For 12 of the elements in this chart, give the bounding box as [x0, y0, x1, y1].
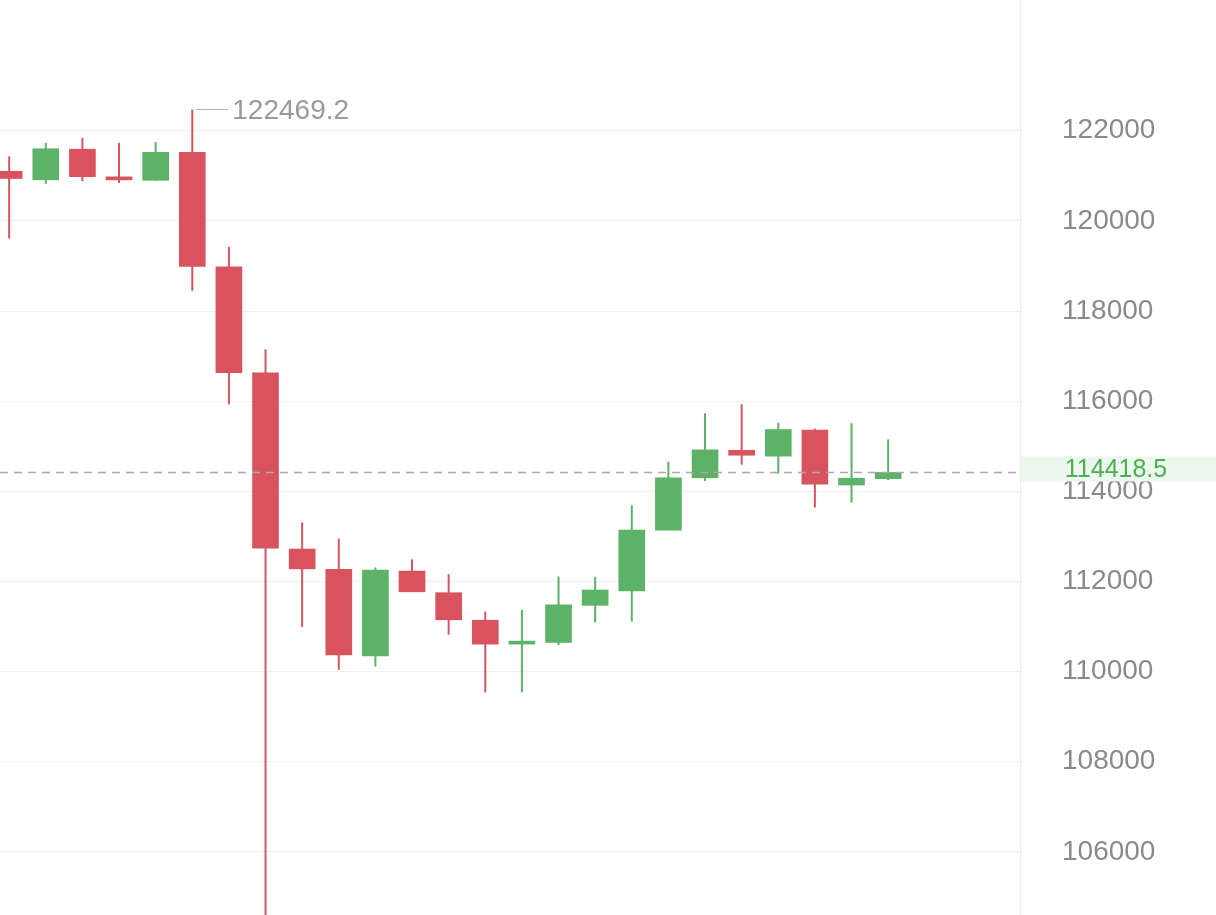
candlestick	[728, 403, 755, 466]
y-tick-label: 122000	[1062, 113, 1156, 145]
y-tick-label: 106000	[1062, 834, 1156, 866]
candlestick	[838, 422, 865, 504]
y-tick-label: 120000	[1062, 203, 1156, 235]
y-tick-label: 110000	[1062, 654, 1154, 686]
y-tick-label: 112000	[1062, 564, 1154, 596]
y-tick-label: 118000	[1062, 293, 1154, 325]
annotation: 122469.2	[232, 94, 350, 126]
y-tick-label: 116000	[1062, 383, 1154, 415]
y-tick-label: 108000	[1062, 744, 1156, 776]
candlestick	[874, 438, 902, 482]
